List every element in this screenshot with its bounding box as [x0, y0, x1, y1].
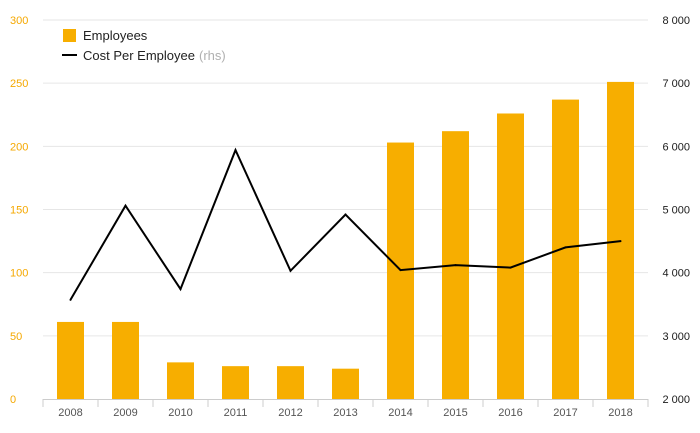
employees-bars — [57, 81, 634, 400]
point-cost-per-employee-2010 — [179, 288, 182, 291]
x-axis: 2008 2009 2010 2011 2012 2013 2014 2015 2016 2017… — [42, 399, 649, 419]
y-left-tick-label: 100 — [10, 268, 28, 280]
point-cost-per-employee-2017 — [564, 246, 567, 249]
x-tick-label-2016: 2016 — [498, 407, 522, 419]
legend-swatch-employees — [63, 29, 76, 42]
left-y-axis: 0 50 100 150 200 250 300 — [10, 15, 28, 406]
y-right-tick-label: 4 000 — [662, 268, 690, 280]
y-right-tick-label: 2 000 — [662, 394, 690, 406]
bar-employees-2017 — [552, 99, 579, 399]
point-cost-per-employee-2011 — [234, 149, 237, 152]
x-tick-label-2017: 2017 — [553, 407, 577, 419]
point-cost-per-employee-2014 — [399, 269, 402, 272]
y-left-tick-label: 0 — [10, 394, 16, 406]
x-tick-label-2010: 2010 — [168, 407, 192, 419]
bar-employees-2009 — [112, 321, 139, 399]
point-cost-per-employee-2016 — [509, 266, 512, 269]
legend-item-employees: Employees — [63, 28, 148, 43]
y-right-tick-label: 8 000 — [662, 15, 690, 27]
y-left-tick-label: 50 — [10, 331, 22, 343]
x-tick-label-2014: 2014 — [388, 407, 412, 419]
point-cost-per-employee-2012 — [289, 269, 292, 272]
x-tick-label-2008: 2008 — [58, 407, 82, 419]
x-tick-label-2012: 2012 — [278, 407, 302, 419]
y-left-tick-label: 200 — [10, 141, 28, 153]
gridlines — [43, 19, 648, 337]
legend: Employees Cost Per Employee (rhs) — [62, 28, 226, 63]
y-right-tick-label: 6 000 — [662, 141, 690, 153]
legend-label-rhs-suffix: (rhs) — [199, 48, 226, 63]
y-right-tick-label: 3 000 — [662, 331, 690, 343]
x-tick-label-2015: 2015 — [443, 407, 467, 419]
y-right-tick-label: 5 000 — [662, 205, 690, 217]
x-tick-label-2011: 2011 — [224, 407, 248, 419]
right-y-axis: 2 000 3 000 4 000 5 000 6 000 7 000 8 000 — [662, 15, 690, 406]
point-cost-per-employee-2018 — [619, 240, 622, 243]
legend-label-cost-per-employee-text: Cost Per Employee — [83, 48, 195, 63]
legend-label-cost-per-employee: Cost Per Employee (rhs) — [83, 48, 226, 63]
y-left-tick-label: 150 — [10, 205, 28, 217]
cost-per-employee-line-group — [69, 147, 622, 301]
bar-employees-2008 — [57, 321, 84, 399]
bar-employees-2010 — [167, 362, 194, 399]
point-cost-per-employee-2008 — [69, 298, 72, 301]
point-cost-per-employee-2015 — [454, 264, 457, 267]
bar-employees-2011 — [222, 366, 249, 399]
cost-per-employee-line — [69, 147, 621, 301]
y-right-tick-label: 7 000 — [662, 78, 690, 90]
y-left-tick-label: 250 — [10, 78, 28, 90]
point-cost-per-employee-2013 — [344, 213, 347, 216]
legend-label-employees: Employees — [83, 28, 148, 43]
x-tick-label-2009: 2009 — [113, 407, 137, 419]
bar-employees-2016 — [497, 113, 524, 399]
legend-item-cost-per-employee: Cost Per Employee (rhs) — [62, 48, 226, 63]
bar-employees-2013 — [332, 368, 359, 399]
bar-employees-2012 — [277, 366, 304, 399]
point-cost-per-employee-2009 — [124, 204, 127, 207]
y-left-tick-label: 300 — [10, 15, 28, 27]
x-tick-label-2013: 2013 — [333, 407, 357, 419]
x-tick-label-2018: 2018 — [608, 407, 632, 419]
